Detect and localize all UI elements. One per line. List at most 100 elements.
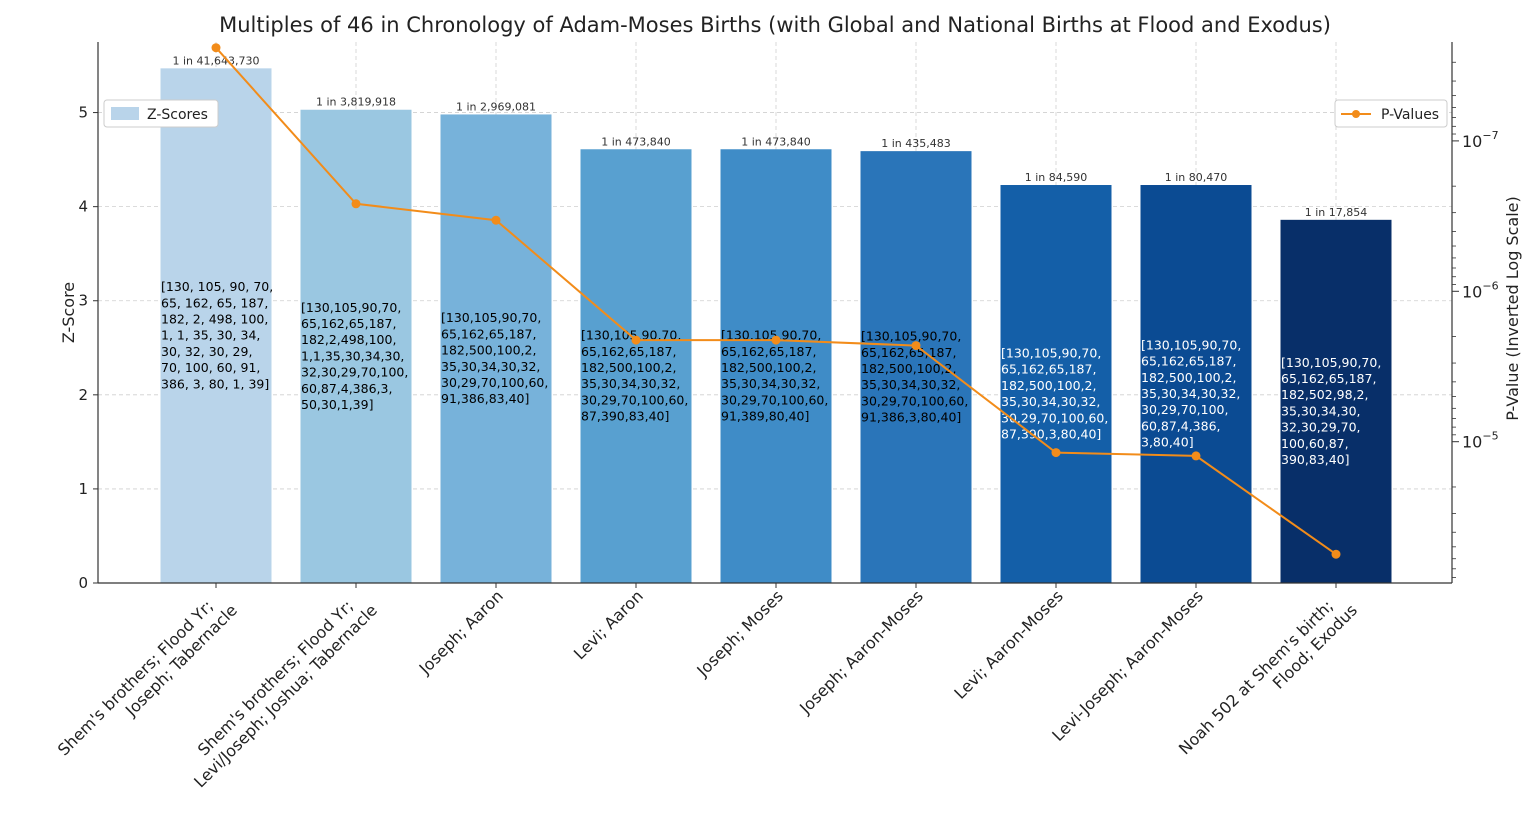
y2-tick-base: 10 — [1462, 433, 1482, 452]
bar-annotation-line: 30,29,70,100,60, — [721, 392, 828, 407]
p-value-line-layer — [211, 43, 1341, 559]
x-tick-label: Joseph; Aaron-Moses — [795, 586, 927, 718]
bar-annotation-line: 30, 32, 30, 29, — [161, 344, 252, 359]
bar-odds-label: 1 in 17,854 — [1305, 206, 1368, 219]
bar-annotation-line: 91,389,80,40] — [721, 409, 809, 424]
legend-pvalues-marker — [1352, 110, 1360, 118]
bar-annotation-line: 35,30,34,30,32, — [581, 376, 680, 391]
x-tick-label: Levi; Aaron-Moses — [950, 586, 1066, 702]
bar-annotation-line: 35,30,34,30,32, — [1001, 394, 1100, 409]
p-value-point — [771, 335, 781, 345]
bar-annotation-line: 32,30,29,70,100, — [301, 365, 408, 380]
bar-annotation-line: 65,162,65,187, — [721, 344, 816, 359]
bar — [720, 149, 832, 583]
x-tick-label: Levi; Aaron — [570, 586, 647, 663]
bar-annotation-line: 182, 2, 498, 100, — [161, 311, 268, 326]
p-value-point — [1051, 448, 1061, 458]
bar-annotation-line: 30,29,70,100,60, — [441, 375, 548, 390]
p-value-point — [211, 43, 221, 53]
bar-annotation-line: 386, 3, 80, 1, 39] — [161, 376, 269, 391]
p-value-point — [1191, 451, 1201, 461]
bar-annotation-line: 182,500,100,2, — [441, 343, 536, 358]
y-tick-label: 3 — [78, 292, 88, 310]
bar-annotation-line: 1,1,35,30,34,30, — [301, 348, 404, 363]
y-axis-title: Z-Score — [59, 282, 78, 343]
bar — [160, 68, 272, 583]
bar — [1280, 219, 1392, 583]
legend-pvalues-label: P-Values — [1381, 107, 1439, 123]
legend-zscores-swatch — [111, 107, 139, 120]
bar-annotation-line: 182,500,100,2, — [581, 360, 676, 375]
bar-annotation-line: 65,162,65,187, — [1001, 362, 1096, 377]
bar-odds-label: 1 in 84,590 — [1025, 171, 1088, 184]
bar-annotation-line: 60,87,4,386,3, — [301, 381, 392, 396]
y-tick-label: 1 — [78, 480, 88, 498]
bar-annotation-line: 182,500,100,2, — [1141, 370, 1236, 385]
x-tick-label-line: Levi; Aaron-Moses — [950, 586, 1066, 702]
bar-annotation-line: 91,386,3,80,40] — [861, 410, 961, 425]
p-value-point — [631, 335, 641, 345]
legend-zscores-label: Z-Scores — [147, 107, 208, 123]
bar-odds-label: 1 in 2,969,081 — [456, 100, 536, 113]
y2-tick-base: 10 — [1462, 282, 1482, 301]
bar-annotation-line: [130,105,90,70, — [301, 300, 401, 315]
bar-odds-label: 1 in 473,840 — [741, 135, 811, 148]
bar — [1140, 185, 1252, 583]
x-tick-label-line: Levi-Joseph; Aaron-Moses — [1048, 586, 1207, 745]
x-tick-label-line: Noah 502 at Shem's birth; — [1175, 596, 1337, 758]
y-tick-label: 4 — [78, 198, 88, 216]
bar-annotation-line: 91,386,83,40] — [441, 391, 529, 406]
bar-annotation-line: 35,30,34,30,32, — [441, 359, 540, 374]
bar-annotation-line: 35,30,34,30, — [1281, 403, 1361, 418]
p-value-point — [1331, 549, 1341, 559]
x-tick-label-line: Shem's brothers; Flood Yr; — [54, 596, 217, 759]
bar-annotation-line: [130,105,90,70, — [1001, 346, 1101, 361]
bar-annotation-line: 1, 1, 35, 30, 34, — [161, 328, 260, 343]
bars-layer: 1 in 41,643,730 1 in 3,819,918 1 in 2,969,… — [160, 54, 1392, 583]
legend-zscores-box — [103, 99, 219, 128]
bar-annotation-line: 30,29,70,100,60, — [581, 392, 688, 407]
bar-annotation-line: 32,30,29,70, — [1281, 420, 1361, 435]
bar-annotation-line: 50,30,1,39] — [301, 397, 373, 412]
bar — [440, 114, 552, 583]
bar-annotation-line: 35,30,34,30,32, — [721, 376, 820, 391]
y-tick-label: 5 — [78, 104, 88, 122]
x-tick-label: Joseph; Aaron — [415, 586, 507, 678]
bar-annotation-line: 30,29,70,100,60, — [861, 393, 968, 408]
bar-annotation-line: [130,105,90,70, — [441, 310, 541, 325]
y2-tick-label: 10−5 — [1462, 430, 1499, 452]
bar-odds-label: 1 in 41,643,730 — [172, 54, 259, 67]
x-tick-label-line: Levi; Aaron — [570, 586, 647, 663]
bar-annotation-line: 60,87,4,386, — [1141, 418, 1221, 433]
bar — [1000, 185, 1112, 583]
bar — [580, 149, 692, 583]
y-tick-label: 2 — [78, 386, 88, 404]
bar-annotation-line: 182,502,98,2, — [1281, 387, 1368, 402]
bar-annotation-line: 182,500,100,2, — [721, 360, 816, 375]
bar-annotation-line: [130,105,90,70, — [861, 329, 961, 344]
bar-annotation-line: 65,162,65,187, — [441, 326, 536, 341]
legend-pvalues-box — [1334, 99, 1448, 128]
bar-annotation-line: 87,390,3,80,40] — [1001, 427, 1101, 442]
bar-annotation-line: 65,162,65,187, — [301, 316, 396, 331]
bar-annotation-line: [130,105,90,70, — [1141, 337, 1241, 352]
legend-layer: Z-Scores P-Values — [103, 99, 1448, 128]
bar-odds-label: 1 in 435,483 — [881, 137, 951, 150]
bar-annotation-line: 35,30,34,30,32, — [861, 377, 960, 392]
x-tick-label-line: Joseph; Moses — [692, 586, 786, 680]
bar-annotation-line: 65,162,65,187, — [581, 344, 676, 359]
bar-annotation-line: 65, 162, 65, 187, — [161, 295, 268, 310]
y2-tick-exponent: −5 — [1482, 430, 1498, 443]
bar-annotation-line: 182,2,498,100, — [301, 332, 396, 347]
y2-tick-exponent: −7 — [1482, 129, 1498, 142]
bar-annotation-line: 30,29,70,100,60, — [1001, 410, 1108, 425]
p-value-point — [911, 341, 921, 351]
bar-annotation-line: 65,162,65,187, — [861, 345, 956, 360]
bar-odds-label: 1 in 3,819,918 — [316, 96, 396, 109]
bar — [860, 151, 972, 583]
y2-axis-title: P-Value (Inverted Log Scale) — [1503, 196, 1522, 420]
y2-tick-label: 10−6 — [1462, 279, 1499, 301]
bar-annotation-line: 100,60,87, — [1281, 436, 1349, 451]
bar-odds-label: 1 in 473,840 — [601, 135, 671, 148]
